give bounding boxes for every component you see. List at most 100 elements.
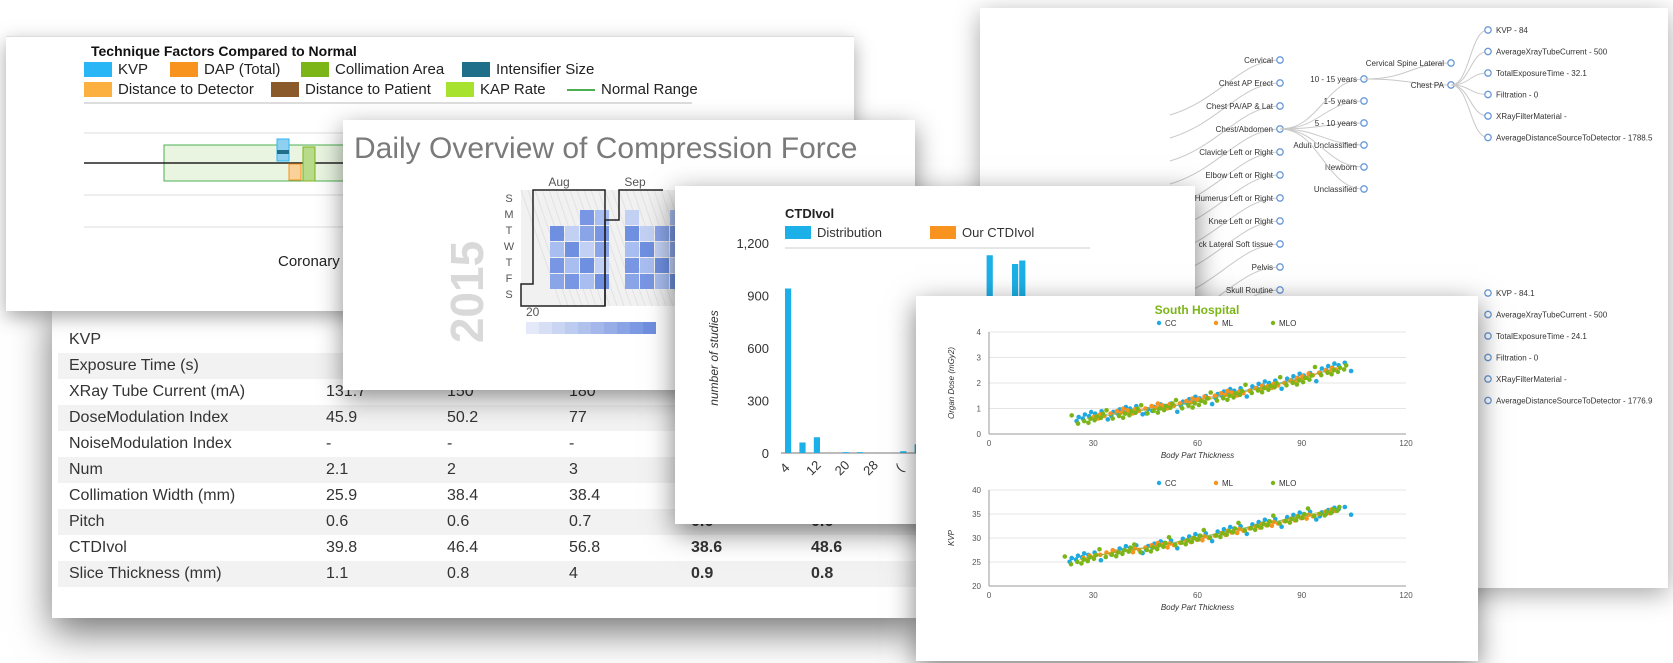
calendar-day-cell (625, 226, 639, 241)
ctdi-bar (857, 452, 864, 453)
scatter-point (1200, 537, 1205, 543)
scatter-ylabel: KVP (947, 529, 956, 546)
scatter-point (1166, 535, 1172, 540)
scatter-point (1227, 393, 1232, 399)
scatter-point (1068, 561, 1074, 567)
technique-legend-item[interactable]: Distance to Detector (84, 81, 254, 98)
scatter-point (1220, 395, 1226, 401)
technique-legend-item[interactable]: KAP Rate (446, 81, 546, 98)
legend-swatch-icon (785, 226, 811, 239)
tree-node (1276, 171, 1284, 179)
table-cell: 0.7 (569, 513, 592, 530)
tree-label-age: Unclassified (1314, 185, 1357, 194)
tree-label-exam: Knee Left or Right (1209, 217, 1274, 226)
tree-node (1276, 79, 1284, 87)
scatter-point (1186, 403, 1191, 409)
tree-link (1279, 78, 1365, 130)
calendar-day-cell (595, 210, 609, 225)
scatter-point (1116, 413, 1122, 419)
technique-legend-item[interactable]: KVP (84, 61, 148, 78)
technique-legend-item[interactable]: Normal Range (567, 81, 698, 98)
technique-legend-item[interactable]: Distance to Patient (271, 81, 431, 98)
scatter-point (1230, 530, 1236, 535)
scatter-point (1289, 516, 1295, 522)
calendar-day-label: M (504, 209, 513, 221)
scatter-point (1098, 415, 1104, 421)
scatter-point (1341, 367, 1347, 372)
scatter-point (1154, 546, 1160, 552)
scatter-point (1138, 549, 1143, 555)
row-label: Collimation Width (mm) (69, 487, 236, 504)
calendar-day-cell (565, 258, 579, 273)
tree-link (1279, 128, 1365, 190)
tree-label-param: TotalExposureTime - 32.1 (1496, 69, 1587, 78)
calendar-day-cell (655, 242, 669, 257)
legend-swatch-icon (170, 62, 198, 77)
scatter-point (1242, 528, 1248, 533)
calendar-day-cell (640, 258, 654, 273)
technique-legend-label: Distance to Detector (118, 81, 254, 98)
scatter-point (1110, 416, 1115, 421)
calendar-day-cell (595, 274, 609, 289)
scatter-point (1069, 555, 1074, 561)
scatter-point (1330, 507, 1336, 512)
tree-label-param: XRayFilterMaterial - (1496, 112, 1567, 121)
scatter-ytick: 0 (977, 430, 982, 439)
scatter-point (1117, 546, 1122, 551)
scatter-point (1129, 408, 1134, 414)
scatter-legend-label: MLO (1279, 479, 1296, 488)
scatter-xtick: 120 (1399, 591, 1413, 600)
scatter-point (1069, 413, 1074, 418)
tree-node (1484, 353, 1492, 362)
scatter-point (1195, 537, 1201, 542)
scatter-point (1259, 389, 1265, 395)
calendar-day-label: T (506, 225, 513, 237)
scatter-point (1075, 559, 1080, 565)
technique-legend-item[interactable]: DAP (Total) (170, 61, 280, 78)
color-scale-step (643, 322, 656, 334)
scatter-point (1225, 397, 1230, 403)
color-scale-step (526, 322, 539, 334)
tree-label-exam: Chest/Abdomen (1216, 125, 1273, 134)
scatter-point (1250, 384, 1255, 389)
scatter-point (1105, 417, 1111, 422)
scatter-point (1204, 396, 1210, 401)
tree-node (1276, 148, 1284, 156)
month-outline (604, 189, 663, 306)
scatter-ytick: 35 (972, 510, 981, 519)
scatter-point (1227, 524, 1233, 530)
table-cell: 45.9 (326, 409, 358, 426)
ctdi-ylabel: number of studies (707, 310, 721, 405)
scatter-point (1266, 387, 1271, 392)
scatter-xtick: 120 (1399, 439, 1413, 448)
scatter-point (1198, 533, 1203, 539)
technique-legend-item[interactable]: Collimation Area (301, 61, 444, 78)
scatter-point (1296, 378, 1302, 383)
table-row: KVP (58, 327, 918, 353)
tree-link (1279, 100, 1365, 130)
scatter-point (1103, 554, 1109, 560)
color-scale-step (552, 322, 565, 334)
scatter-point (1163, 540, 1168, 546)
calendar-year: 2015 (441, 241, 493, 343)
scatter-point (1290, 380, 1295, 386)
scatter-point (1184, 398, 1189, 404)
technique-legend-item[interactable]: Intensifier Size (462, 61, 594, 78)
scatter-point (1209, 401, 1215, 407)
tree-node (1484, 26, 1492, 34)
calendar-month-label: Sep (624, 175, 646, 189)
scatter-point (1314, 378, 1319, 384)
scatter-point (1261, 385, 1267, 391)
scatter-point (1236, 520, 1241, 526)
row-label: XRay Tube Current (mA) (69, 383, 246, 400)
scatter-point (1218, 391, 1224, 396)
technique-legend-label: KAP Rate (480, 81, 546, 98)
scatter-ytick: 25 (972, 558, 981, 567)
scatter-point (1175, 409, 1180, 415)
scatter-point (1252, 527, 1258, 533)
technique-legend-label: DAP (Total) (204, 61, 281, 78)
table-cell: 0.8 (811, 565, 834, 582)
technique-legend-label: Distance to Patient (305, 81, 431, 98)
scatter-point (1255, 388, 1261, 393)
tree-node (1276, 102, 1284, 110)
